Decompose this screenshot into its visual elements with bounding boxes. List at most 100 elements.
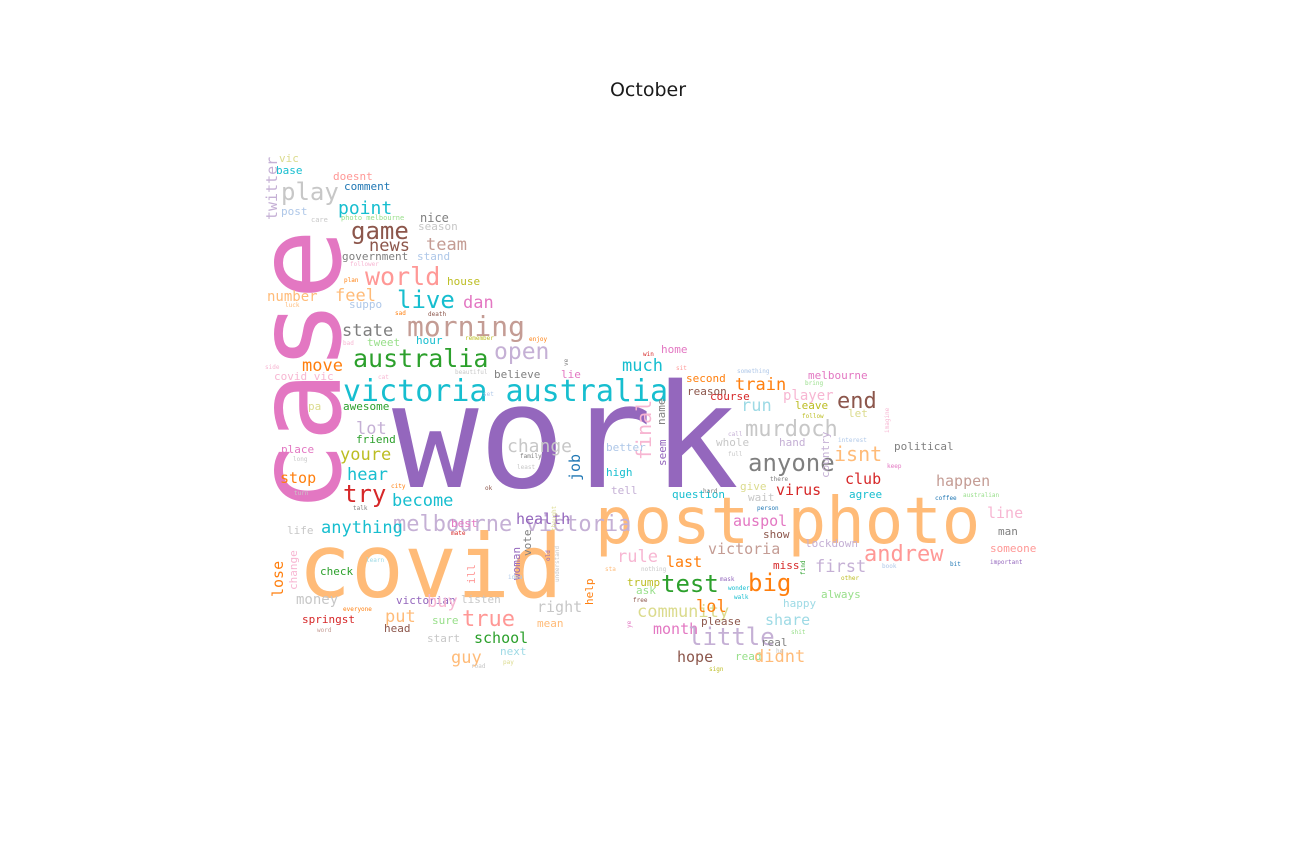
word-mask: mask [720, 576, 735, 583]
word-call: call [728, 431, 743, 438]
word-hope: hope [677, 648, 713, 666]
word-always: always [821, 588, 861, 601]
word-lol: lol [696, 597, 727, 617]
word-doesnt: doesnt [333, 170, 373, 183]
word-health: health [516, 510, 570, 528]
word-book: book [882, 563, 897, 570]
word-course: course [710, 390, 750, 403]
word-lose: lose [269, 561, 287, 597]
word-team: team [426, 235, 467, 255]
word-beautiful: beautiful [455, 369, 488, 376]
word-reason: reason [687, 385, 727, 398]
word-second: second [686, 372, 726, 385]
word-auspol: auspol [733, 512, 787, 530]
word-number: number [267, 289, 318, 305]
word-post-photo: post photo [595, 485, 980, 559]
word-keep: keep [887, 463, 902, 470]
word-little: little [688, 623, 775, 651]
word-right: right [537, 598, 582, 616]
word-learn: learn [366, 557, 384, 564]
word-city: city [391, 483, 406, 490]
word-better: better [606, 441, 646, 454]
word-miss: miss [773, 559, 800, 572]
word-youre: youre [340, 445, 391, 465]
word-springst: springst [302, 613, 355, 626]
word-move: move [302, 356, 343, 376]
word-share: share [765, 611, 810, 629]
word-bad: bad [343, 340, 354, 347]
word-understand: understand [554, 545, 561, 582]
word-plan: plan [344, 277, 359, 284]
word-mate: mate [451, 530, 466, 537]
word-vic: vic [279, 152, 299, 165]
word-pa: pa [308, 400, 321, 413]
word-life: life [287, 524, 314, 537]
word-word: word [317, 627, 332, 634]
word-win: win [643, 351, 654, 358]
word-set: set [483, 391, 494, 398]
word-pay: pay [503, 659, 514, 666]
word-talk: talk [353, 505, 368, 512]
word-read: read [735, 650, 762, 663]
word-full: full [728, 451, 743, 458]
word-cat: cat [378, 374, 389, 381]
word-line: line [987, 504, 1023, 522]
word-thought: thought [551, 505, 558, 531]
word-place: place [281, 443, 314, 456]
word-interest: interest [838, 437, 867, 444]
word-friend: friend [356, 433, 396, 446]
word-ye: ye [626, 620, 633, 628]
word-country: country [819, 431, 832, 478]
word-seem: seem [656, 439, 669, 466]
word-test: test [661, 570, 719, 598]
word-imagine: imagine [884, 407, 891, 433]
word-follower: follower [350, 261, 379, 268]
word-ok: ok [485, 485, 493, 492]
word-job: job [566, 454, 584, 481]
word-world: world [365, 262, 440, 291]
word-real: real [761, 636, 788, 649]
word-nothing: nothing [641, 566, 667, 573]
word-andrew: andrew [864, 542, 944, 567]
word-vote: vote [521, 530, 534, 557]
word-virus: virus [776, 481, 821, 499]
word-help: help [583, 579, 596, 606]
word-base: base [276, 164, 303, 177]
word-long: long [293, 456, 308, 463]
word-family: family [520, 453, 542, 460]
word-ask: ask [636, 584, 656, 597]
word-idea: idea [508, 574, 523, 581]
word-dan: dan [463, 293, 494, 313]
word-end: end [837, 389, 877, 414]
word-nice: nice [420, 211, 449, 225]
word-tweet: tweet [367, 336, 400, 349]
word-month: month [653, 620, 698, 638]
word-side: side [265, 364, 280, 371]
word-morning: morning [407, 310, 525, 343]
word-case: case [230, 229, 368, 513]
word-government: government [342, 250, 408, 263]
word-post: post [281, 205, 308, 218]
word-train: train [735, 375, 786, 395]
word-run: run [741, 396, 772, 416]
word-woman: woman [510, 547, 523, 580]
word-buy: buy [427, 592, 458, 612]
word-school: school [474, 629, 528, 647]
word-lockdown: lockdown [805, 537, 858, 550]
word-hear: hear [347, 465, 388, 485]
word-live: live [397, 286, 455, 314]
word-sta: sta [605, 566, 616, 573]
word-first: first [815, 557, 866, 577]
word-rule: rule [617, 547, 658, 567]
word-club: club [845, 470, 881, 488]
word-state: state [342, 321, 393, 341]
word-luck: luck [285, 302, 300, 309]
word-tell: tell [611, 484, 638, 497]
word-work: work [392, 353, 739, 521]
word-wonder: wonder [728, 585, 750, 592]
word-sign: sign [709, 666, 724, 673]
word-big: big [748, 569, 791, 597]
word-mean: mean [537, 617, 564, 630]
word-last: last [666, 553, 702, 571]
